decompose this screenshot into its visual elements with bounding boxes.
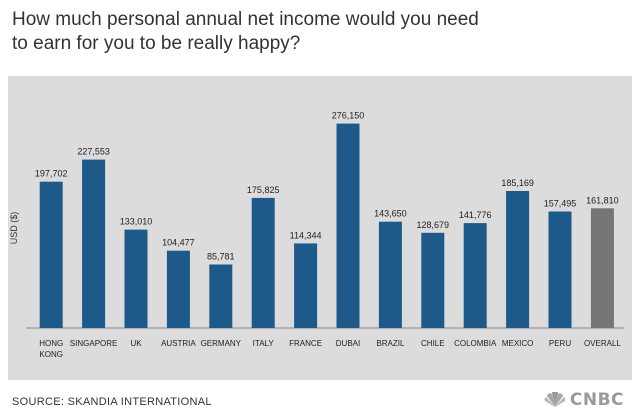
- bar-germany: [209, 264, 233, 328]
- chart-title: How much personal annual net income woul…: [12, 8, 612, 56]
- bars-group: 197,702 HONG KONG 227,553 SINGAPORE 133,010 UK…: [35, 111, 621, 359]
- y-axis-label: USD ($): [9, 212, 19, 245]
- bar-overall: [590, 208, 614, 328]
- value-label-peru: 157,495: [544, 199, 577, 209]
- category-label-peru: PERU: [549, 339, 571, 348]
- category-label-germany: GERMANY: [201, 339, 242, 348]
- category-label-france: FRANCE: [289, 339, 322, 348]
- bar-italy: [251, 197, 275, 328]
- value-label-dubai: 276,150: [332, 111, 365, 121]
- chart-title-line-1: How much personal annual net income woul…: [12, 9, 479, 30]
- category-label-italy: ITALY: [253, 339, 275, 348]
- cnbc-logo: CNBC: [544, 390, 624, 410]
- bar-brazil: [378, 221, 402, 328]
- value-label-germany: 85,781: [207, 252, 235, 262]
- value-label-mexico: 185,169: [501, 178, 534, 188]
- value-label-brazil: 143,650: [374, 209, 407, 219]
- bar-austria: [166, 250, 190, 328]
- chart-panel: USD ($) 197,702 HONG KONG 227,553 SINGAPORE 1…: [8, 76, 632, 380]
- bar-singapore: [82, 159, 106, 328]
- value-label-singapore: 227,553: [77, 147, 110, 157]
- cnbc-logo-text: CNBC: [569, 390, 624, 410]
- category-label-overall: OVERALL: [584, 339, 621, 348]
- category-label-dubai: DUBAI: [336, 339, 360, 348]
- category-label-hong-kong-1: HONG: [39, 339, 63, 348]
- category-label-hong-kong-2: KONG: [39, 350, 63, 359]
- value-label-uk: 133,010: [120, 217, 153, 227]
- peacock-icon: [544, 392, 566, 407]
- category-label-colombia: COLOMBIA: [454, 339, 497, 348]
- bar-chile: [421, 232, 445, 328]
- value-label-austria: 104,477: [162, 238, 195, 248]
- category-label-chile: CHILE: [421, 339, 445, 348]
- bar-mexico: [506, 191, 530, 328]
- source-note: SOURCE: SKANDIA INTERNATIONAL: [12, 396, 212, 408]
- category-label-brazil: BRAZIL: [376, 339, 405, 348]
- category-label-mexico: MEXICO: [502, 339, 534, 348]
- value-label-chile: 128,679: [417, 220, 450, 230]
- value-label-france: 114,344: [290, 230, 322, 240]
- category-label-austria: AUSTRIA: [161, 339, 196, 348]
- bar-uk: [124, 229, 148, 328]
- value-label-colombia: 141,776: [459, 210, 492, 220]
- chart-title-line-2: to earn for you to be really happy?: [12, 33, 301, 54]
- bar-peru: [548, 211, 572, 328]
- bar-france: [294, 243, 318, 328]
- bar-colombia: [463, 223, 487, 328]
- category-label-uk: UK: [130, 339, 142, 348]
- value-label-overall: 161,810: [586, 195, 619, 205]
- value-label-hong-kong: 197,702: [35, 169, 68, 179]
- value-label-italy: 175,825: [247, 185, 280, 195]
- bar-dubai: [336, 123, 360, 328]
- category-label-singapore: SINGAPORE: [70, 339, 118, 348]
- bar-hong-kong: [39, 181, 63, 328]
- bar-chart: USD ($) 197,702HONGKONG227,553SINGAPORE1…: [9, 111, 624, 359]
